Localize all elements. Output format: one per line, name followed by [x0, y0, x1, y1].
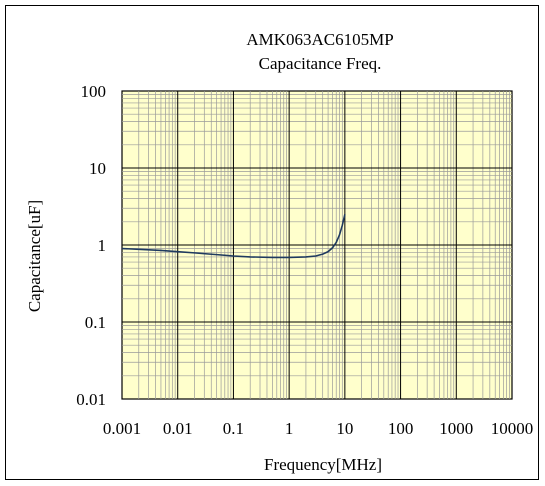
x-tick-label: 1: [285, 419, 294, 438]
x-tick-label: 0.1: [223, 419, 244, 438]
y-tick-label: 100: [81, 82, 107, 101]
y-tick-label: 0.01: [76, 390, 106, 409]
y-tick-label: 0.1: [85, 313, 106, 332]
y-tick-label: 10: [89, 159, 106, 178]
y-axis-label: Capacitance[uF]: [25, 200, 44, 312]
y-tick-label: 1: [98, 236, 107, 255]
x-tick-label: 10: [336, 419, 353, 438]
x-axis-label: Frequency[MHz]: [264, 455, 382, 474]
x-tick-label: 1000: [439, 419, 473, 438]
x-tick-label: 10000: [491, 419, 534, 438]
x-tick-label: 0.001: [103, 419, 141, 438]
x-tick-label: 100: [388, 419, 414, 438]
chart-title: AMK063AC6105MP: [246, 30, 393, 49]
chart-subtitle: Capacitance Freq.: [259, 54, 382, 73]
series-line: [121, 214, 346, 259]
x-tick-label: 0.01: [163, 419, 193, 438]
